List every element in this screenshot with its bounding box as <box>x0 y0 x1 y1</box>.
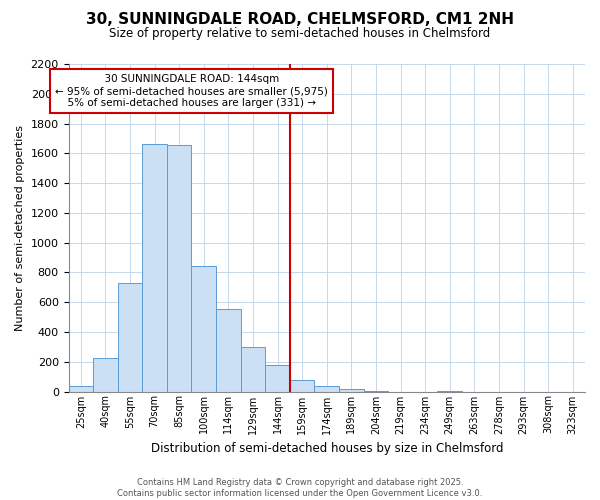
Bar <box>191 266 216 392</box>
Bar <box>142 144 167 392</box>
Bar <box>339 388 364 392</box>
Bar <box>167 145 191 392</box>
Bar <box>241 347 265 392</box>
Text: Contains HM Land Registry data © Crown copyright and database right 2025.
Contai: Contains HM Land Registry data © Crown c… <box>118 478 482 498</box>
Bar <box>216 309 241 392</box>
Bar <box>93 358 118 392</box>
X-axis label: Distribution of semi-detached houses by size in Chelmsford: Distribution of semi-detached houses by … <box>151 442 503 455</box>
Bar <box>290 380 314 392</box>
Bar <box>364 391 388 392</box>
Text: 30 SUNNINGDALE ROAD: 144sqm  
← 95% of semi-detached houses are smaller (5,975)
: 30 SUNNINGDALE ROAD: 144sqm ← 95% of sem… <box>55 74 328 108</box>
Bar <box>265 364 290 392</box>
Text: 30, SUNNINGDALE ROAD, CHELMSFORD, CM1 2NH: 30, SUNNINGDALE ROAD, CHELMSFORD, CM1 2N… <box>86 12 514 28</box>
Y-axis label: Number of semi-detached properties: Number of semi-detached properties <box>15 125 25 331</box>
Bar <box>118 283 142 392</box>
Bar <box>314 386 339 392</box>
Text: Size of property relative to semi-detached houses in Chelmsford: Size of property relative to semi-detach… <box>109 28 491 40</box>
Bar <box>68 386 93 392</box>
Bar <box>437 391 462 392</box>
